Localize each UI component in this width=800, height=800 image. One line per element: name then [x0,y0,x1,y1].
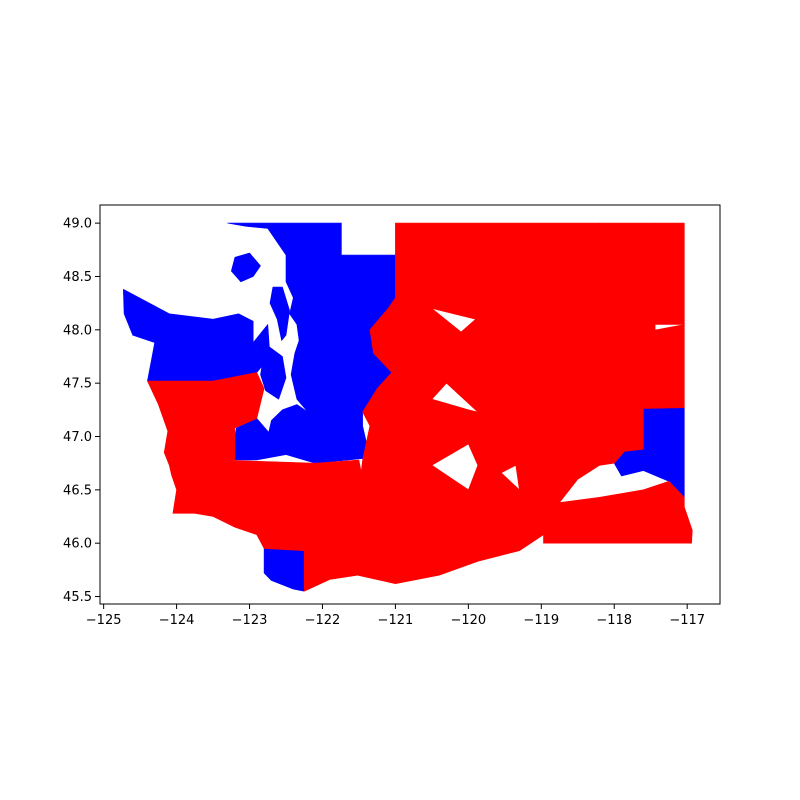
y-tick-label: 45.5 [63,590,92,605]
county-region-stevens [599,222,656,336]
x-tick-label: −123 [232,613,268,628]
x-tick-label: −125 [86,613,122,628]
x-tick-label: −118 [596,613,632,628]
y-axis-ticks: 45.5 46.0 46.5 47.0 47.5 48.0 48.5 49.0 [63,217,100,605]
y-tick-label: 48.0 [63,323,92,338]
x-tick-label: −122 [305,613,341,628]
county-region-klickitat [357,538,479,585]
y-tick-label: 49.0 [63,217,92,232]
county-regions [123,222,693,592]
county-region-skamania [303,502,358,592]
x-tick-label: −120 [450,613,486,628]
county-region-mason [212,372,265,429]
county-region-lewis [220,459,363,503]
county-region-garfield [643,480,670,544]
y-tick-label: 46.0 [63,537,92,552]
county-region-asotin-south [668,480,693,544]
county-region-clallam [123,288,254,343]
county-region-ferry [551,222,600,331]
county-region-spokane [627,324,685,410]
x-tick-label: −124 [159,613,195,628]
county-region-skagit [285,254,396,299]
x-axis-ticks: −125 −124 −123 −122 −121 −120 −119 −118 −117 [86,604,705,628]
axes-frame [99,204,721,605]
x-tick-label: −117 [669,613,705,628]
y-tick-label: 48.5 [63,270,92,285]
y-tick-label: 47.0 [63,430,92,445]
x-tick-label: −121 [378,613,414,628]
county-region-san-juan [231,252,261,283]
county-region-clark [263,548,305,592]
x-tick-label: −119 [523,613,559,628]
county-region-pend-oreille [654,222,685,325]
y-tick-label: 46.5 [63,483,92,498]
county-region-cowlitz [234,502,305,552]
county-region-whitman [599,407,644,466]
county-region-columbia [599,489,644,544]
y-tick-label: 47.5 [63,377,92,392]
county-region-whatcom [227,222,342,256]
county-region-adams [540,408,618,467]
county-region-island [269,286,290,341]
